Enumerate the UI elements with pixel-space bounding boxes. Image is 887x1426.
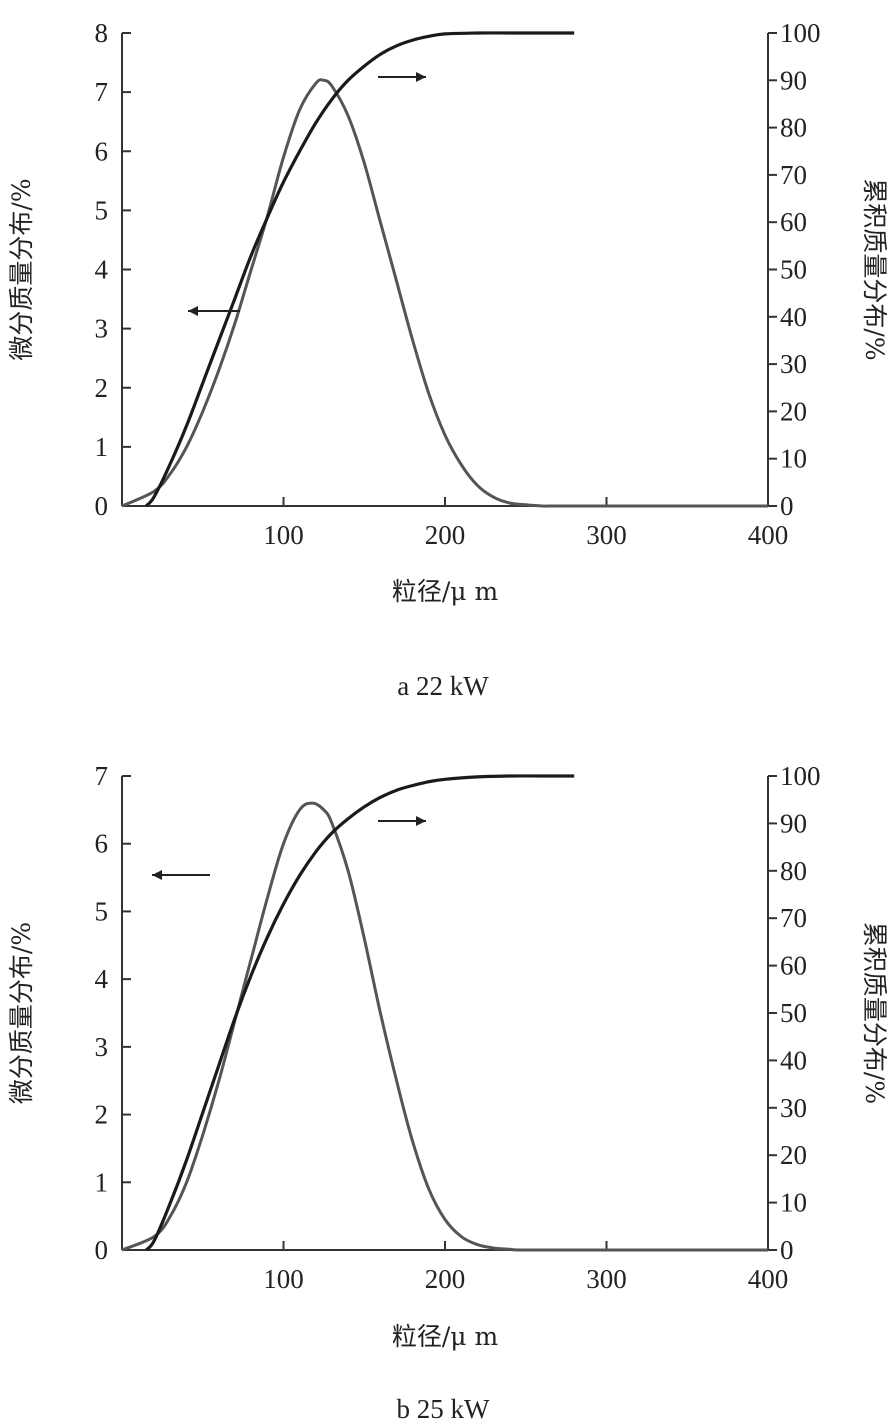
- right-y-tick-label: 40: [780, 302, 807, 332]
- left-y-tick-label: 0: [95, 1235, 109, 1265]
- right-y-tick-label: 90: [780, 65, 807, 95]
- left-y-tick-label: 1: [95, 1167, 109, 1197]
- right-arrow-icon: [416, 816, 426, 826]
- right-y-tick-label: 0: [780, 1235, 794, 1265]
- differential-distribution-line: [121, 78, 768, 508]
- right-y-tick-label: 20: [780, 396, 807, 426]
- x-tick-label: 100: [263, 1264, 304, 1294]
- x-tick-label: 400: [748, 1264, 789, 1294]
- right-y-tick-label: 50: [780, 998, 807, 1028]
- left-arrow-icon: [152, 870, 162, 880]
- cumulative-distribution-line: [144, 31, 575, 508]
- left-y-tick-label: 5: [95, 195, 109, 225]
- left-y-tick-label: 3: [95, 1032, 109, 1062]
- right-y-tick-label: 30: [780, 349, 807, 379]
- right-y-tick-label: 60: [780, 207, 807, 237]
- right-y-tick-label: 10: [780, 1188, 807, 1218]
- right-y-tick-label: 100: [780, 18, 821, 48]
- left-y-tick-label: 6: [95, 829, 109, 859]
- right-y-tick-label: 20: [780, 1140, 807, 1170]
- cumulative-distribution-line: [144, 774, 575, 1252]
- right-y-tick-label: 90: [780, 808, 807, 838]
- left-y-tick-label: 7: [95, 77, 109, 107]
- right-y-tick-label: 80: [780, 856, 807, 886]
- right-y-tick-label: 70: [780, 160, 807, 190]
- right-y-tick-label: 10: [780, 444, 807, 474]
- left-y-tick-label: 2: [95, 1100, 109, 1130]
- right-y-tick-label: 100: [780, 761, 821, 791]
- left-y-axis-title: 微分质量分布/%: [7, 178, 36, 360]
- left-y-tick-label: 7: [95, 761, 109, 791]
- left-y-tick-label: 8: [95, 18, 109, 48]
- right-y-tick-label: 40: [780, 1045, 807, 1075]
- panel-caption: a 22 kW: [397, 671, 489, 701]
- left-arrow-icon: [188, 306, 198, 316]
- differential-distribution-line: [121, 801, 769, 1252]
- x-tick-label: 200: [425, 520, 466, 550]
- left-y-axis-title: 微分质量分布/%: [7, 922, 36, 1104]
- panel-caption: b 25 kW: [397, 1394, 491, 1424]
- left-y-tick-label: 4: [95, 255, 109, 285]
- x-axis-title: 粒径/μ m: [392, 1322, 499, 1351]
- left-y-tick-label: 0: [95, 491, 109, 521]
- left-y-tick-label: 3: [95, 314, 109, 344]
- right-y-tick-label: 70: [780, 903, 807, 933]
- right-y-axis-title: 累积质量分布/%: [860, 922, 887, 1104]
- right-y-tick-label: 0: [780, 491, 794, 521]
- x-tick-label: 300: [586, 1264, 627, 1294]
- right-y-tick-label: 80: [780, 113, 807, 143]
- x-tick-label: 400: [748, 520, 789, 550]
- left-y-tick-label: 2: [95, 373, 109, 403]
- right-y-tick-label: 60: [780, 951, 807, 981]
- x-tick-label: 200: [425, 1264, 466, 1294]
- right-y-tick-label: 30: [780, 1093, 807, 1123]
- x-axis-title: 粒径/μ m: [392, 577, 499, 606]
- right-y-axis-title: 累积质量分布/%: [860, 178, 887, 360]
- left-y-tick-label: 1: [95, 432, 109, 462]
- right-arrow-icon: [416, 72, 426, 82]
- left-y-tick-label: 5: [95, 896, 109, 926]
- left-y-tick-label: 6: [95, 136, 109, 166]
- right-y-tick-label: 50: [780, 255, 807, 285]
- x-tick-label: 300: [586, 520, 627, 550]
- x-tick-label: 100: [263, 520, 304, 550]
- left-y-tick-label: 4: [95, 964, 109, 994]
